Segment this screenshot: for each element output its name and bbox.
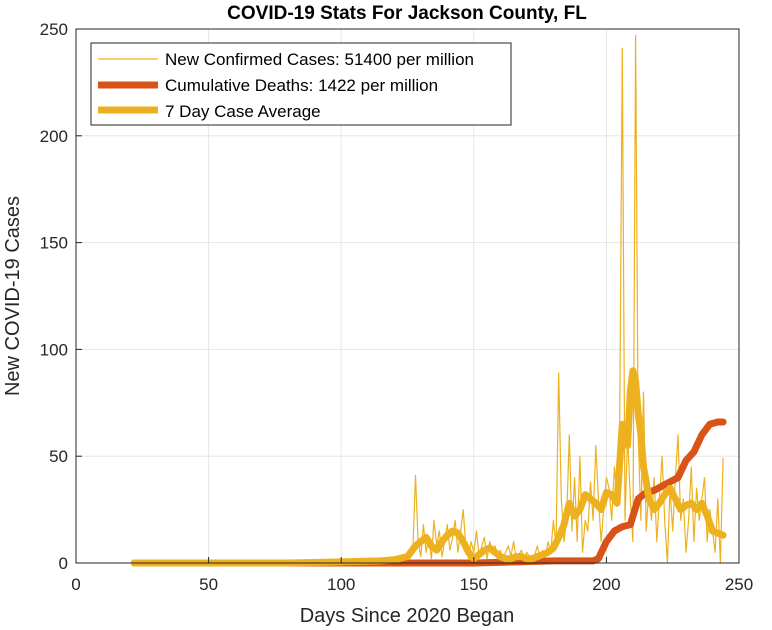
legend-entry-new-cases: New Confirmed Cases: 51400 per million [165,50,474,69]
legend-box [90,42,512,126]
y-tick-label: 0 [59,554,68,573]
x-tick-label: 50 [199,575,218,594]
y-tick-label: 200 [40,127,68,146]
x-tick-label: 200 [592,575,620,594]
y-axis-label: New COVID-19 Cases [2,196,24,396]
series-line-cumulative-deaths [130,418,727,567]
legend: New Confirmed Cases: 51400 per million C… [90,42,512,126]
series-line-new-cases [133,34,724,564]
y-tick-label: 250 [40,20,68,39]
y-tick-label: 150 [40,234,68,253]
x-tick-label: 0 [71,575,80,594]
x-tick-label: 250 [725,575,753,594]
plot-frame [75,28,740,564]
y-tick-label: 100 [40,340,68,359]
y-tick-label: 50 [49,447,68,466]
x-tick-label: 100 [327,575,355,594]
chart-title: COVID-19 Stats For Jackson County, FL [227,3,587,24]
series-layer [130,34,727,567]
series-line-seven-day-average [130,367,727,567]
ticks: 0 50 100 150 200 250 0 50 100 150 200 250 [40,20,754,594]
legend-entry-cumulative-deaths: Cumulative Deaths: 1422 per million [165,76,438,95]
legend-entry-seven-day-average: 7 Day Case Average [165,102,321,121]
x-tick-label: 150 [460,575,488,594]
x-axis-label: Days Since 2020 Began [300,605,515,627]
